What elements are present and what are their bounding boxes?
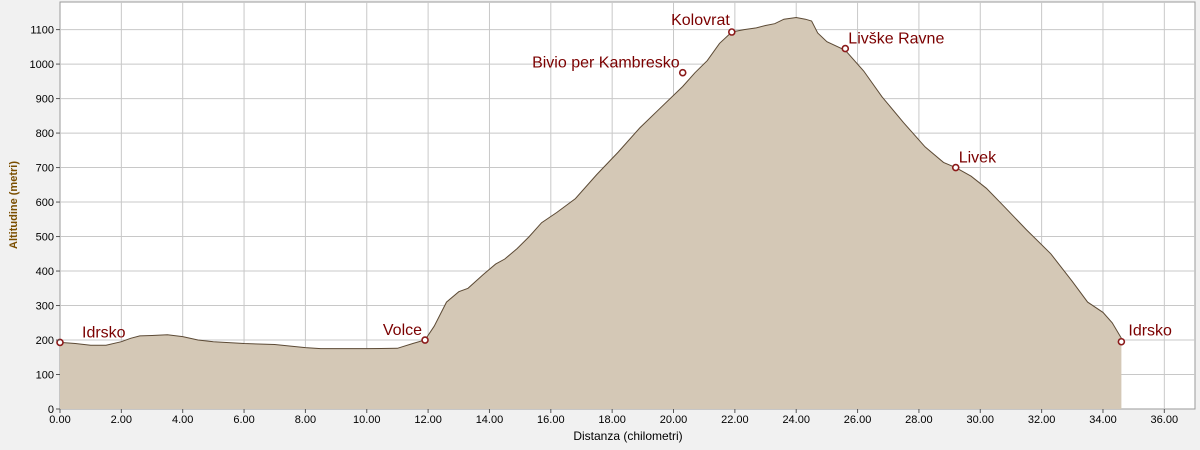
elevation-area-fill: [60, 17, 1122, 409]
waypoint-label: Livek: [959, 150, 997, 167]
x-tick-label: 12.00: [414, 414, 442, 426]
x-axis-title: Distanza (chilometri): [573, 429, 682, 443]
y-tick-label: 100: [36, 370, 54, 382]
y-tick-label: 0: [48, 404, 54, 416]
waypoint-marker: [841, 44, 850, 53]
y-tick-label: 1000: [30, 59, 54, 71]
x-tick-label: 4.00: [172, 414, 193, 426]
x-tick-label: 28.00: [905, 414, 933, 426]
waypoint-label: Idrsko: [1128, 323, 1172, 340]
x-tick-label: 2.00: [111, 414, 132, 426]
x-tick-label: 30.00: [967, 414, 995, 426]
waypoint-marker: [727, 28, 736, 36]
waypoint-marker: [56, 338, 64, 347]
y-tick-label: 500: [36, 232, 54, 244]
y-tick-label: 800: [36, 128, 54, 140]
y-tick-label: 700: [36, 163, 54, 175]
y-tick-label: 1100: [30, 25, 54, 37]
x-tick-label: 10.00: [353, 414, 381, 426]
x-tick-label: 8.00: [295, 414, 316, 426]
y-axis-title: Altitudine (metri): [8, 161, 20, 249]
x-tick-label: 20.00: [660, 414, 688, 426]
x-tick-label: 16.00: [537, 414, 565, 426]
x-tick-label: 6.00: [233, 414, 254, 426]
x-tick-label: 24.00: [782, 414, 810, 426]
x-tick-label: 18.00: [598, 414, 626, 426]
axis-ticks: 0 100 200 300 400 500 600 700 800 900 1000 1100 0.00…: [30, 25, 1179, 426]
waypoint-markers: Idrsko Volce Bivio per Kambresko Kolovrat Li…: [56, 12, 1172, 347]
waypoint-marker: [421, 336, 429, 344]
waypoint-marker: [678, 68, 687, 77]
x-tick-label: 32.00: [1028, 414, 1056, 426]
x-tick-label: 34.00: [1089, 414, 1117, 426]
waypoint-label: Idrsko: [82, 324, 126, 341]
x-tick-label: 0.00: [49, 414, 70, 426]
y-tick-label: 300: [36, 301, 54, 313]
elevation-area: [59, 16, 1122, 409]
x-tick-label: 22.00: [721, 414, 749, 426]
x-tick-label: 14.00: [476, 414, 504, 426]
elevation-line: [59, 16, 1122, 350]
y-tick-label: 200: [36, 335, 54, 347]
x-tick-label: 36.00: [1151, 414, 1179, 426]
waypoint-label: Kolovrat: [671, 12, 730, 29]
y-tick-label: 600: [36, 197, 54, 209]
waypoint-label: Livške Ravne: [848, 31, 944, 48]
x-tick-label: 26.00: [844, 414, 872, 426]
waypoint-label: Volce: [383, 322, 422, 339]
waypoint-label: Bivio per Kambresko: [532, 55, 680, 72]
y-tick-label: 900: [36, 94, 54, 106]
y-tick-label: 400: [36, 266, 54, 278]
waypoint-marker: [951, 163, 960, 172]
waypoint-marker: [1117, 337, 1126, 346]
